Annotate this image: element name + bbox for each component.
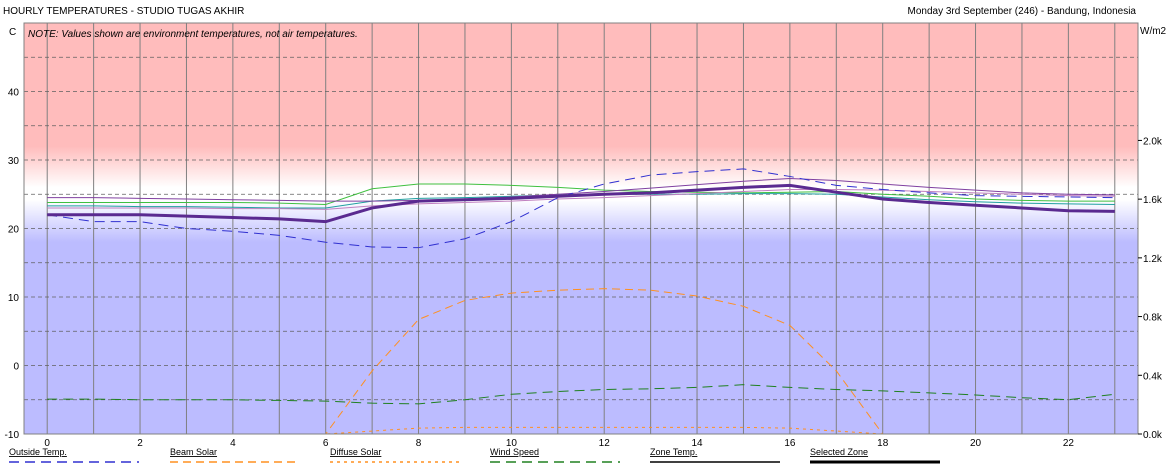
y-left-tick-label: 40 [8, 88, 20, 99]
legend: Outside Temp. Beam Solar Diffuse Solar Wind… [9, 447, 940, 464]
other-zone-temp-line [47, 183, 1115, 206]
chart-title: HOURLY TEMPERATURES - STUDIO TUGAS AKHIR [3, 6, 244, 17]
x-tick-label: 20 [970, 438, 982, 449]
legend-label-wind-speed: Wind Speed [490, 447, 539, 457]
y-left-tick-label: 0 [13, 362, 19, 373]
legend-label-diffuse-solar: Diffuse Solar [330, 447, 381, 457]
x-tick-label: 10 [506, 438, 518, 449]
right-axis-unit: W/m2 [1140, 26, 1167, 37]
x-tick-label: 6 [323, 438, 329, 449]
legend-label-outside-temp: Outside Temp. [9, 447, 67, 457]
x-tick-label: 18 [877, 438, 889, 449]
y-left-tick-label: 10 [8, 293, 20, 304]
chart-subtitle: Monday 3rd September (246) - Bandung, In… [908, 6, 1137, 17]
y-right-tick-label: 0.8k [1143, 313, 1163, 324]
x-tick-label: 22 [1063, 438, 1075, 449]
y-left-tick-label: 30 [8, 156, 20, 167]
y-right-tick-label: 1.2k [1143, 254, 1163, 265]
wind-speed-line [47, 384, 1115, 405]
x-tick-label: 12 [599, 438, 611, 449]
legend-label-beam-solar: Beam Solar [170, 447, 217, 457]
axis-ticks: 0 2 4 6 8 10 12 14 16 18 20 22 -10 0 10 20 30 40 0.0k 0.4k 0… [5, 88, 1163, 450]
legend-label-zone-temp: Zone Temp. [650, 447, 697, 457]
x-tick-label: 14 [691, 438, 703, 449]
x-tick-label: 2 [137, 438, 143, 449]
plot-frame [23, 22, 1139, 435]
y-right-tick-label: 1.6k [1143, 195, 1163, 206]
x-tick-label: 0 [44, 438, 50, 449]
x-tick-label: 4 [230, 438, 236, 449]
y-right-tick-label: 0.0k [1143, 430, 1163, 441]
x-tick-label: 8 [416, 438, 422, 449]
note-text: NOTE: Values shown are environment tempe… [28, 29, 358, 40]
zone-temp-line [47, 183, 1115, 224]
other-zone-temp-line [47, 188, 1115, 210]
y-left-tick-label: 20 [8, 225, 20, 236]
grid-lines [24, 23, 1138, 435]
y-right-tick-label: 0.4k [1143, 371, 1163, 382]
left-axis-unit: C [9, 27, 16, 38]
x-tick-label: 16 [784, 438, 796, 449]
y-right-tick-label: 2.0k [1143, 136, 1163, 147]
outside-temp-line [47, 168, 1115, 249]
other-zone-temp-line [47, 177, 1115, 202]
y-left-tick-label: -10 [5, 430, 20, 441]
legend-label-selected-zone: Selected Zone [810, 447, 868, 457]
